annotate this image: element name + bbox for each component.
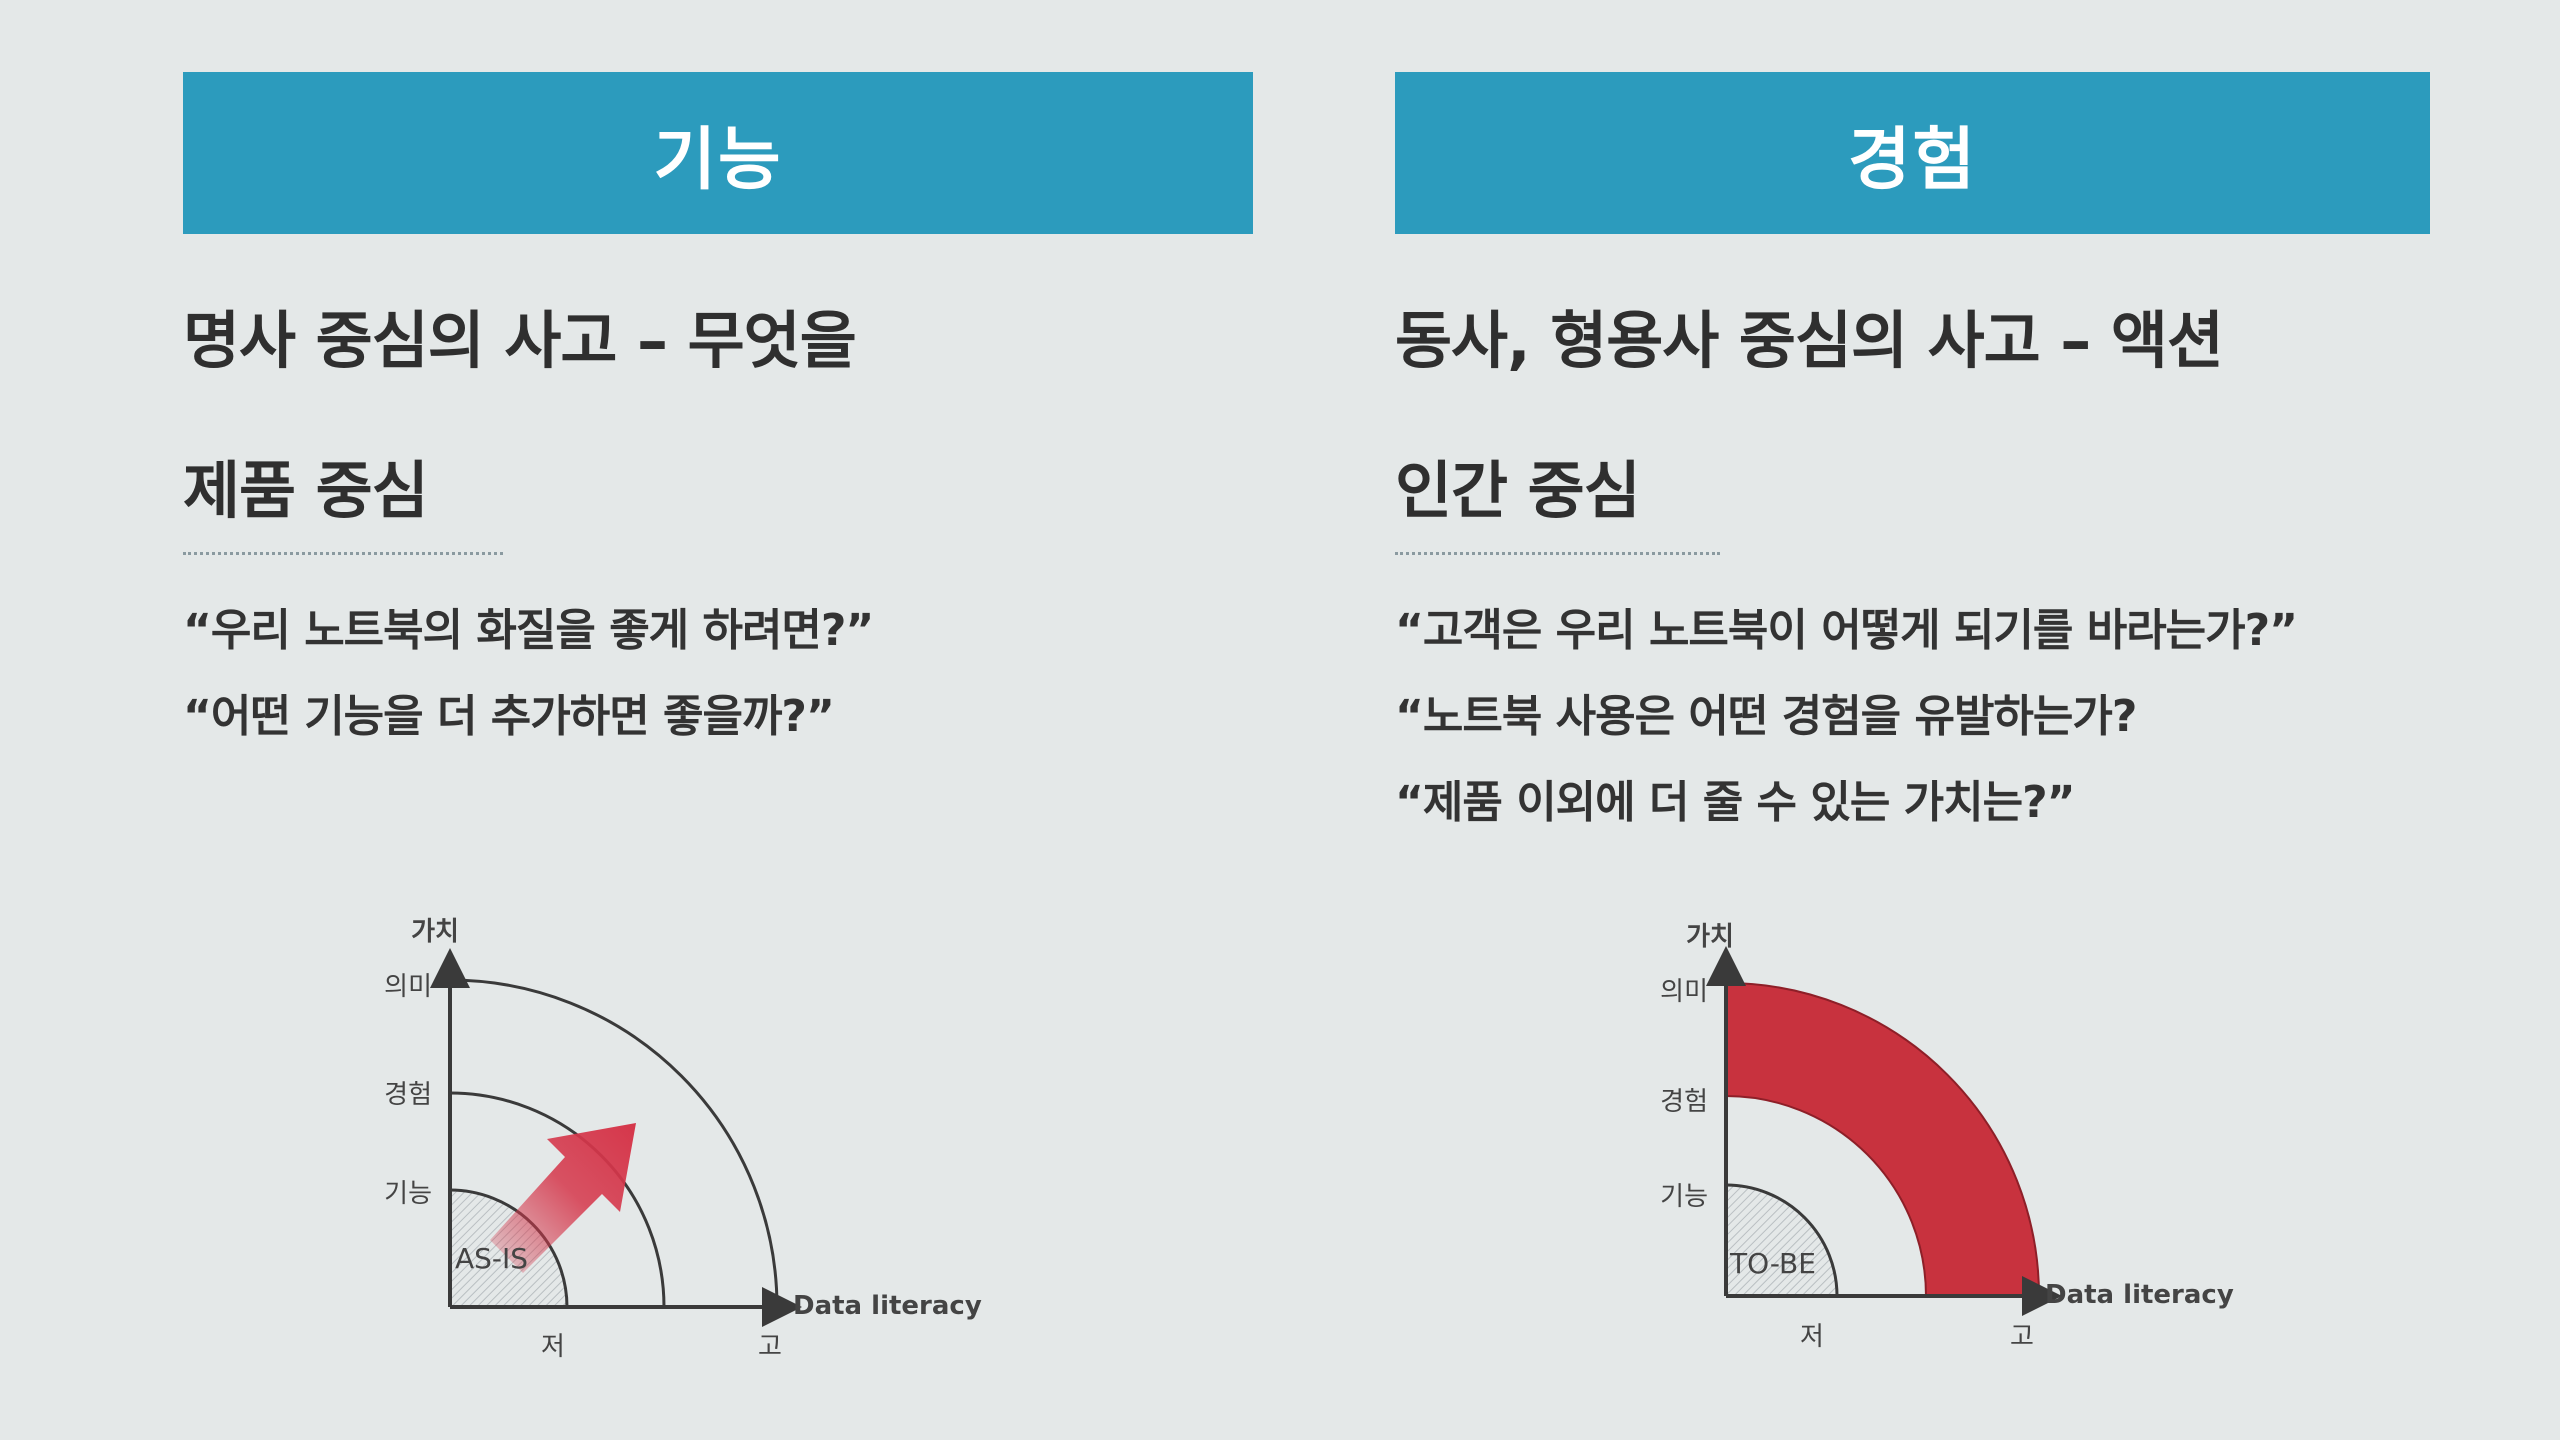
right-x-tick-low: 저 (1800, 1322, 1824, 1352)
right-x-tick-high: 고 (2010, 1322, 2034, 1352)
right-quote-1: “고객은 우리 노트북이 어떻게 되기를 바라는가?” (1395, 605, 2298, 656)
left-banner-title: 기능 (653, 120, 783, 200)
left-y-axis-label: 가치 (411, 917, 459, 947)
left-y-level-function: 기능 (384, 1179, 432, 1209)
right-y-level-experience: 경험 (1660, 1087, 1708, 1117)
right-y-axis-label: 가치 (1686, 922, 1734, 952)
left-y-level-experience: 경험 (384, 1080, 432, 1110)
left-x-axis-label: Data literacy (793, 1291, 982, 1321)
left-arc-meaning (449, 978, 779, 1308)
right-banner: 경험 (1395, 72, 2430, 234)
right-dotted-divider (1395, 552, 1720, 555)
left-dotted-divider (183, 552, 503, 555)
right-banner-title: 경험 (1847, 120, 1978, 200)
left-x-tick-low: 저 (541, 1332, 565, 1362)
right-value-diagram: 가치 의미 경험 기능 TO-BE Data literacy 저 고 (1620, 900, 2260, 1370)
right-quote-3: “제품 이외에 더 줄 수 있는 가치는?” (1395, 777, 2076, 828)
right-quote-2: “노트북 사용은 어떤 경험을 유발하는가? (1395, 691, 2137, 742)
left-y-level-meaning: 의미 (384, 972, 432, 1002)
right-diagram-svg: 가치 의미 경험 기능 TO-BE Data literacy 저 고 (1660, 922, 2234, 1352)
left-region-label: AS-IS (455, 1242, 528, 1275)
right-quote-list: “고객은 우리 노트북이 어떻게 되기를 바라는가?” “노트북 사용은 어떤 … (1395, 588, 2298, 846)
left-quote-1: “우리 노트북의 화질을 좋게 하려면?” (183, 605, 874, 656)
left-banner: 기능 (183, 72, 1253, 234)
left-quote-2: “어떤 기능을 더 추가하면 좋을까?” (183, 691, 835, 742)
right-y-level-meaning: 의미 (1660, 977, 1708, 1007)
left-heading-line2: 제품 중심 (183, 454, 429, 527)
right-experience-band (1725, 981, 2041, 1297)
left-quote-list: “우리 노트북의 화질을 좋게 하려면?” “어떤 기능을 더 추가하면 좋을까… (183, 588, 874, 760)
left-growth-arrow (490, 1123, 636, 1273)
right-arc-function (1725, 1183, 1839, 1297)
left-diagram-svg: 가치 의미 경험 기능 AS-IS Data literacy 저 고 (384, 917, 982, 1362)
right-heading-line1: 동사, 형용사 중심의 사고 – 액션 (1395, 304, 2224, 377)
left-heading-line1: 명사 중심의 사고 – 무엇을 (183, 304, 857, 377)
right-x-axis-label: Data literacy (2045, 1280, 2234, 1310)
right-heading-line2: 인간 중심 (1395, 454, 1641, 527)
left-value-diagram: 가치 의미 경험 기능 AS-IS Data literacy 저 고 (340, 900, 1020, 1380)
right-y-level-function: 기능 (1660, 1182, 1708, 1212)
right-region-label: TO-BE (1729, 1247, 1816, 1280)
left-x-tick-high: 고 (758, 1332, 782, 1362)
right-inner-region (1726, 1185, 1837, 1296)
